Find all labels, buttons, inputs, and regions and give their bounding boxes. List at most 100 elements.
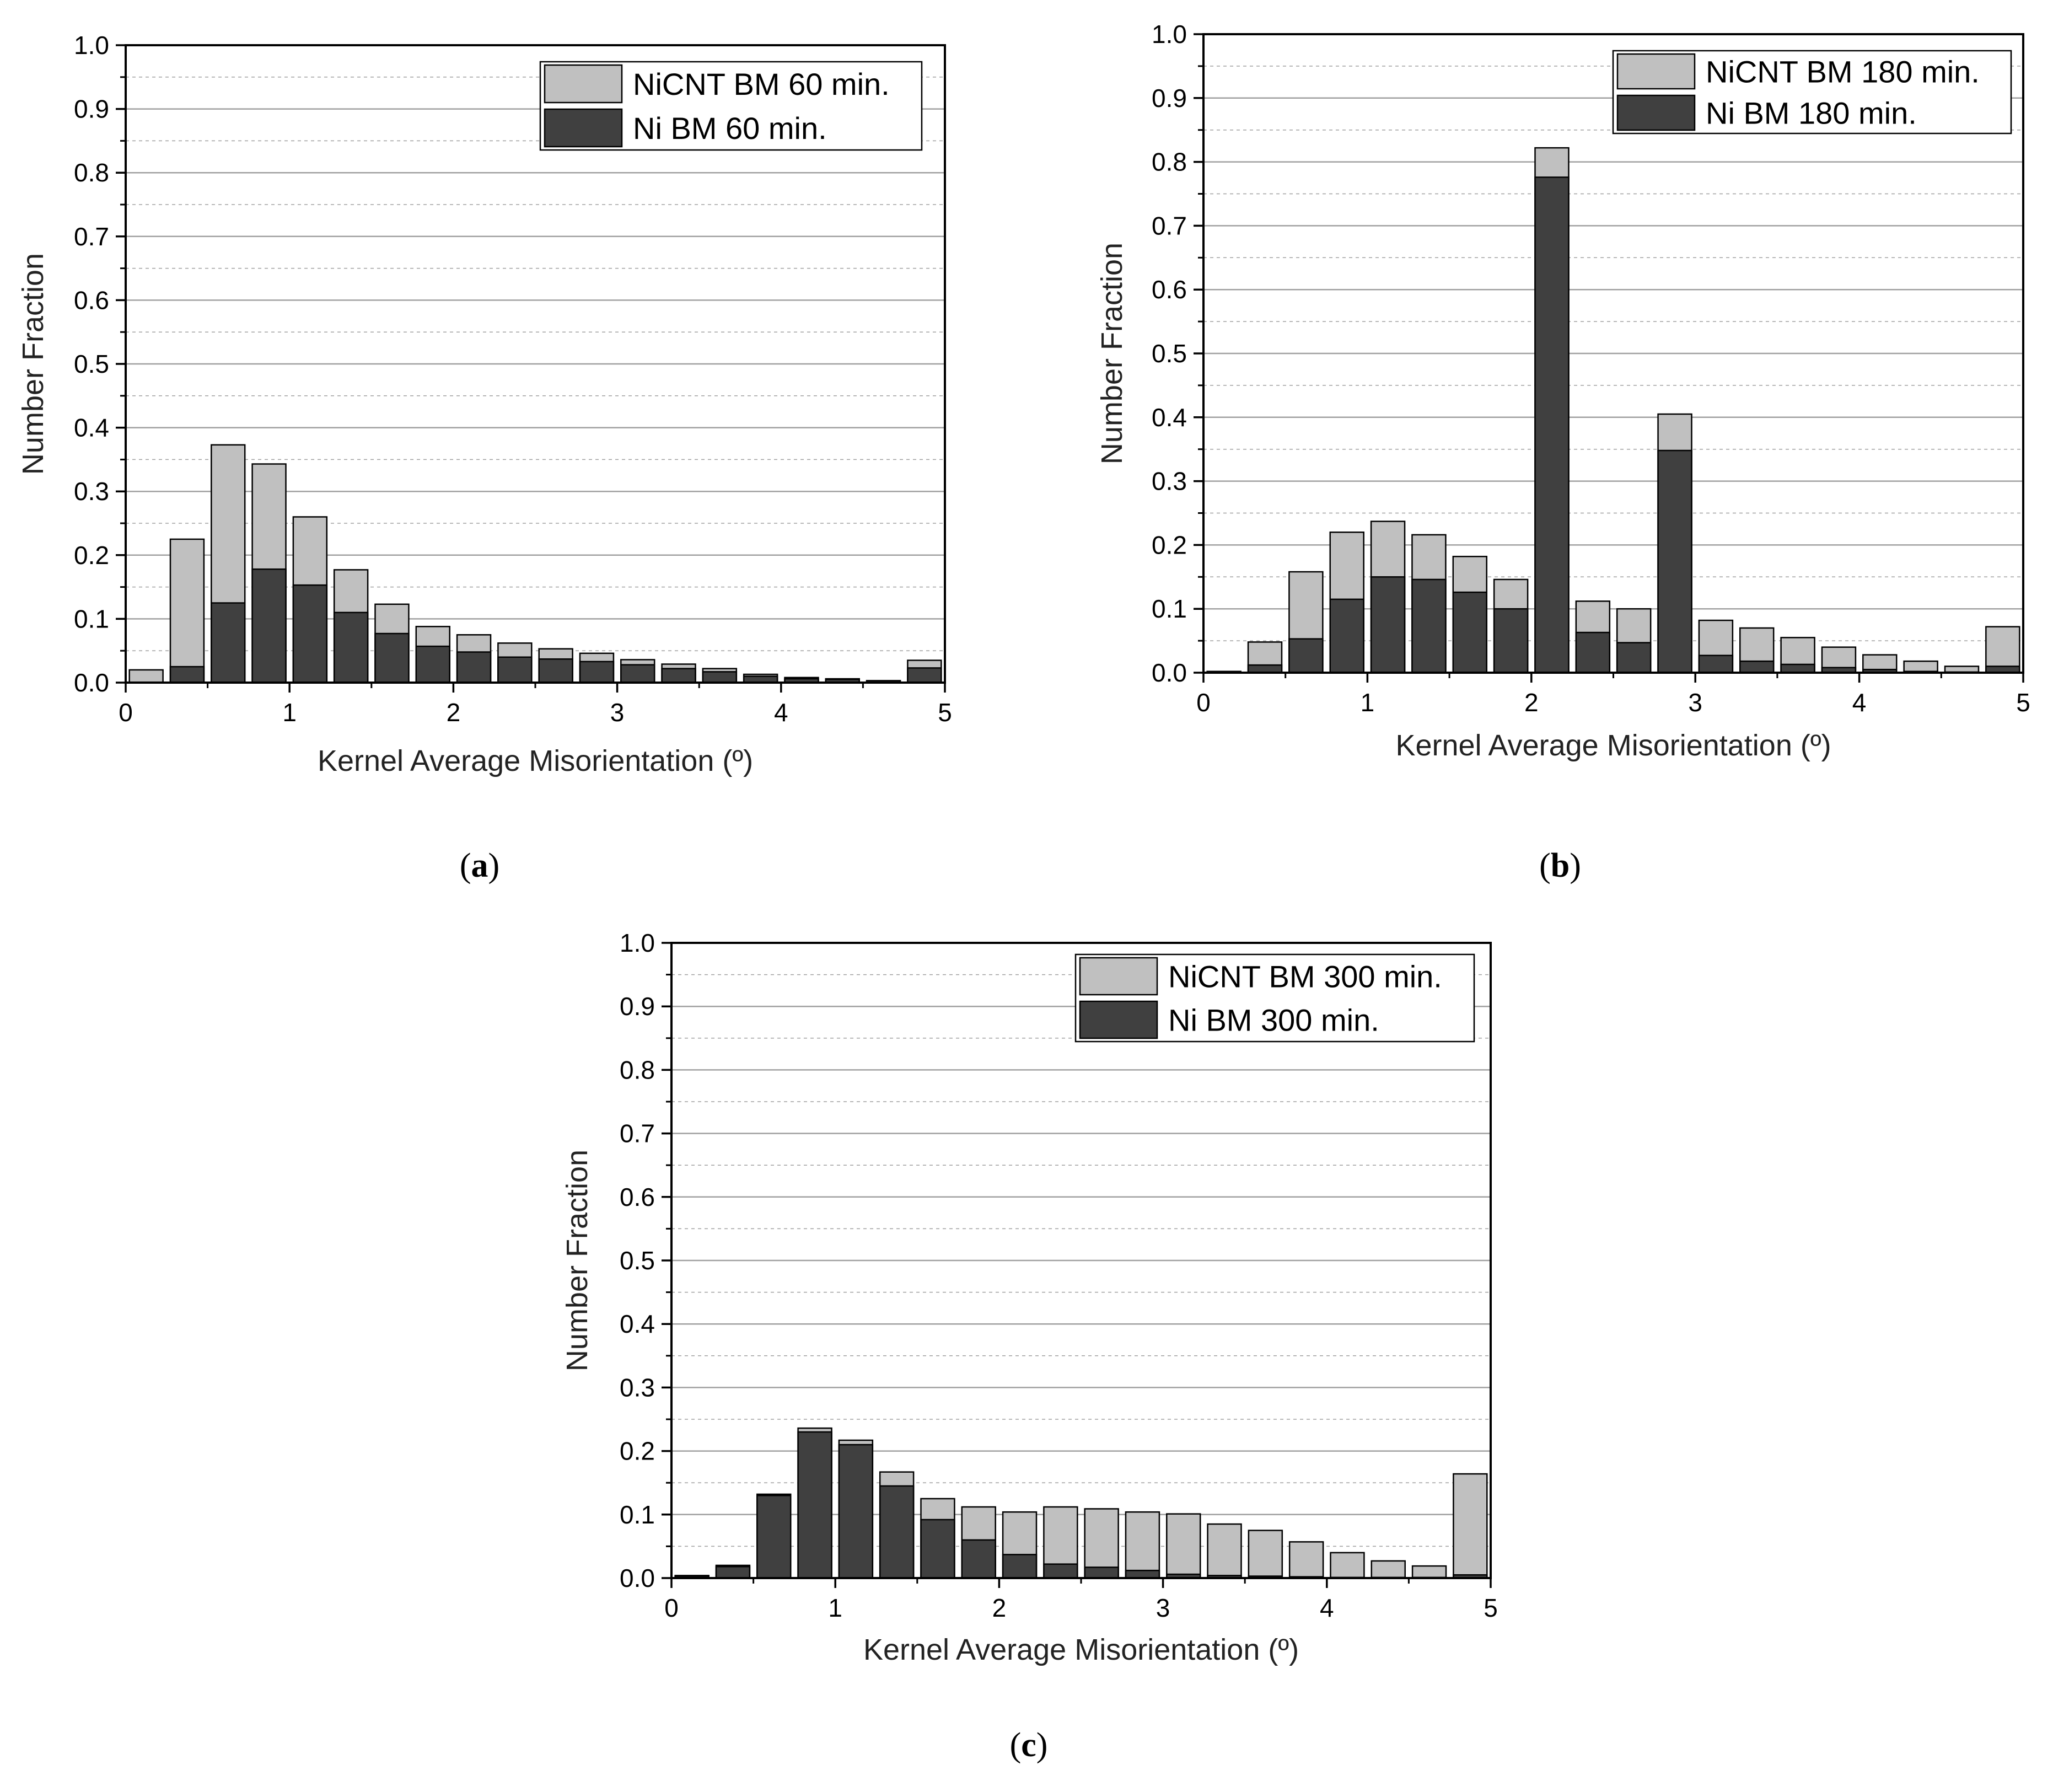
bar-ni-1	[169, 666, 205, 684]
bar-ni-9	[1043, 1563, 1078, 1579]
x-tick-label: 2	[447, 698, 461, 727]
bar-ni-5	[879, 1485, 915, 1579]
bar-ni-8	[456, 651, 492, 684]
bar-ni-2	[756, 1494, 792, 1579]
y-tick-label: 0.9	[620, 992, 655, 1021]
bar-ni-3	[1329, 598, 1364, 674]
y-tick-label: 0.6	[74, 286, 109, 314]
legend-label-ni: Ni BM 180 min.	[1706, 96, 1917, 131]
bar-ni-14	[1780, 663, 1815, 674]
y-tick-label: 0.5	[620, 1246, 655, 1275]
bar-ni-5	[333, 611, 369, 684]
y-tick-label: 0.2	[74, 541, 109, 570]
legend-label-ni: Ni BM 300 min.	[1168, 1003, 1379, 1038]
y-tick-label: 0.8	[620, 1055, 655, 1084]
y-tick-label: 0.3	[1152, 467, 1187, 496]
bar-ni-1	[715, 1566, 751, 1579]
y-tick-label: 0.1	[74, 604, 109, 633]
caption-a: (a)	[424, 846, 535, 886]
bar-ni-12	[1698, 654, 1734, 674]
y-tick-label: 0.7	[1152, 211, 1187, 240]
y-tick-label: 0.6	[620, 1183, 655, 1211]
bar-ni-11	[1125, 1569, 1160, 1579]
y-tick-label: 0.8	[74, 158, 109, 187]
bar-ni-7	[961, 1539, 996, 1579]
bar-ni-12	[620, 664, 655, 684]
x-tick-label: 1	[828, 1594, 842, 1622]
caption-letter: b	[1550, 847, 1570, 884]
caption-letter: a	[471, 847, 488, 884]
x-tick-label: 1	[1361, 688, 1375, 717]
bar-ni-5	[1411, 578, 1447, 674]
bar-ni-10	[1084, 1566, 1119, 1579]
legend-label-ni: Ni BM 60 min.	[633, 111, 827, 146]
bar-nicnt-19	[1453, 1473, 1488, 1579]
bar-ni-1	[1247, 664, 1283, 674]
chart-panel-c: 0.0 0.1 0.2 0.3 0.4 0.5 0.6 0.7 0.8 0.9 1.0 0 1 2 3 4 5 K…	[561, 929, 1498, 1666]
legend-swatch-nicnt	[1616, 53, 1696, 90]
legend-swatch-ni	[1616, 94, 1696, 131]
bar-ni-7	[415, 645, 450, 684]
chart-panel-b: 0.0 0.1 0.2 0.3 0.4 0.5 0.6 0.7 0.8 0.9 1.0 0 1 2 3 4 5 K…	[1095, 20, 2030, 762]
y-tick-label: 0.9	[1152, 84, 1187, 112]
x-tick-label: 0	[1196, 688, 1211, 717]
x-tick-label: 2	[1524, 688, 1539, 717]
y-tick-label: 1.0	[74, 31, 109, 60]
bar-nicnt-11	[1125, 1511, 1160, 1579]
y-tick-label: 0.1	[1152, 594, 1187, 623]
bar-ni-14	[702, 671, 738, 684]
x-tick-label: 4	[774, 698, 788, 727]
bar-ni-11	[579, 661, 615, 684]
bar-ni-9	[1575, 631, 1611, 674]
y-tick-label: 0.2	[1152, 530, 1187, 559]
legend-swatch-ni	[1079, 1000, 1158, 1039]
x-axis-title: Kernel Average Misorientation (º)	[863, 1633, 1299, 1666]
bar-ni-13	[661, 668, 696, 684]
y-axis-title: Number Fraction	[561, 1150, 594, 1371]
x-tick-label: 5	[2016, 688, 2030, 717]
bar-ni-7	[1493, 608, 1529, 674]
bar-nicnt-15	[1288, 1541, 1324, 1579]
bar-ni-19	[907, 667, 942, 684]
bar-nicnt-13	[1207, 1523, 1242, 1579]
bar-nicnt-16	[1330, 1552, 1365, 1579]
bar-nicnt-0	[128, 669, 164, 684]
legend: NiCNT BM 60 min. Ni BM 60 min.	[539, 61, 923, 151]
y-tick-label: 0.5	[1152, 339, 1187, 368]
y-tick-label: 0.7	[74, 222, 109, 251]
y-tick-label: 0.0	[74, 668, 109, 697]
x-tick-label: 5	[1484, 1594, 1498, 1622]
bar-ni-3	[797, 1431, 832, 1579]
bar-ni-9	[497, 656, 533, 684]
bar-ni-2	[211, 602, 246, 684]
caption-paren-close: )	[488, 847, 500, 884]
y-tick-label: 0.9	[74, 95, 109, 124]
x-tick-label: 0	[119, 698, 133, 727]
y-tick-label: 0.5	[74, 350, 109, 378]
bar-ni-6	[1452, 591, 1488, 674]
y-tick-label: 0.4	[1152, 403, 1187, 432]
y-tick-label: 0.0	[1152, 658, 1187, 687]
bar-ni-4	[292, 584, 328, 684]
chart-panel-a: 0.0 0.1 0.2 0.3 0.4 0.5 0.6 0.7 0.8 0.9 1.0 0 1 2 3 4 5 K…	[17, 31, 952, 777]
bar-ni-6	[374, 632, 410, 684]
bar-nicnt-10	[1084, 1508, 1119, 1579]
legend-swatch-nicnt	[1079, 957, 1158, 996]
bar-ni-10	[538, 658, 573, 684]
bar-nicnt-14	[1248, 1530, 1283, 1579]
caption-letter: c	[1021, 1726, 1036, 1764]
y-tick-label: 0.1	[620, 1500, 655, 1529]
y-tick-label: 0.8	[1152, 148, 1187, 176]
bar-ni-2	[1288, 638, 1324, 674]
legend-swatch-nicnt	[544, 64, 623, 104]
y-axis-title: Number Fraction	[1095, 243, 1128, 464]
x-tick-label: 3	[1688, 688, 1702, 717]
caption-paren-close: )	[1570, 847, 1581, 884]
caption-paren-open: (	[459, 847, 471, 884]
x-tick-label: 2	[992, 1594, 1007, 1622]
caption-paren-close: )	[1036, 1726, 1048, 1764]
legend: NiCNT BM 300 min. Ni BM 300 min.	[1074, 953, 1475, 1043]
y-tick-label: 0.3	[620, 1373, 655, 1402]
y-tick-label: 0.4	[74, 414, 109, 442]
